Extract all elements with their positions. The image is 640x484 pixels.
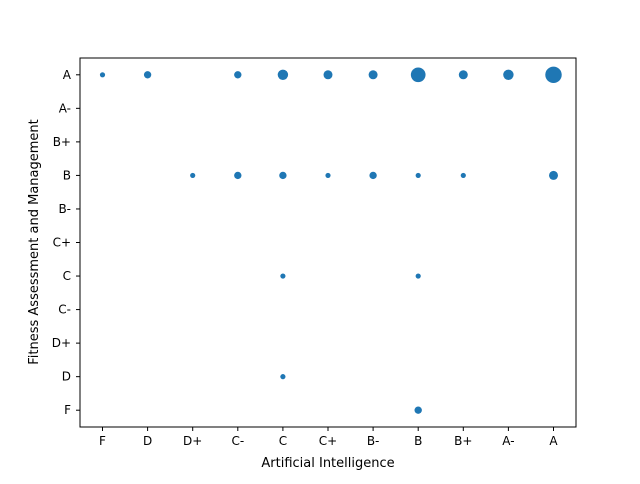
x-tick-label: A <box>549 434 558 448</box>
y-axis-ticks: F D D+ C- C C+ B- B B+ A- A <box>52 68 80 417</box>
y-tick-label: C- <box>58 303 71 317</box>
data-point <box>190 172 196 179</box>
plot-area-frame <box>79 57 577 428</box>
data-point <box>415 172 421 179</box>
data-point <box>410 67 426 83</box>
x-tick-label: D+ <box>183 434 202 448</box>
data-point <box>369 171 377 180</box>
x-axis-label: Artificial Intelligence <box>261 456 394 471</box>
y-tick-label: D+ <box>52 336 71 350</box>
x-tick-label: B <box>414 434 422 448</box>
x-tick-label: B- <box>367 434 380 448</box>
data-point <box>415 273 421 279</box>
y-tick-label: C+ <box>53 236 71 250</box>
x-tick-label: B+ <box>454 434 472 448</box>
data-point <box>280 273 286 279</box>
data-point <box>549 170 558 180</box>
x-tick-label: F <box>99 434 106 448</box>
x-tick-label: C+ <box>319 434 337 448</box>
data-point <box>325 172 331 179</box>
y-tick-label: B+ <box>53 135 71 149</box>
data-point <box>458 70 468 80</box>
data-point <box>279 171 287 180</box>
x-tick-label: A- <box>502 434 514 448</box>
data-point <box>277 69 289 81</box>
data-point <box>99 72 106 78</box>
data-point <box>234 71 242 79</box>
y-tick-label: A- <box>59 101 71 115</box>
y-tick-label: F <box>64 403 71 417</box>
data-point <box>323 70 333 80</box>
y-tick-label: B <box>63 168 71 182</box>
data-point <box>460 172 466 179</box>
y-tick-label: A <box>63 68 72 82</box>
y-axis-label: Fitness Assessment and Management <box>27 119 42 365</box>
data-point <box>503 69 514 81</box>
points-layer <box>99 66 562 414</box>
data-point <box>545 66 562 84</box>
x-axis-ticks: F D D+ C- C C+ B- B B+ A- A <box>99 427 558 448</box>
x-tick-label: C- <box>231 434 244 448</box>
data-point <box>414 406 422 414</box>
data-point <box>280 374 286 380</box>
x-tick-label: C <box>279 434 287 448</box>
data-point <box>234 171 242 180</box>
y-tick-label: B- <box>58 202 71 216</box>
y-tick-label: D <box>62 370 71 384</box>
data-point <box>143 71 152 79</box>
data-point <box>368 70 378 80</box>
y-tick-label: C <box>63 269 71 283</box>
x-tick-label: D <box>143 434 152 448</box>
